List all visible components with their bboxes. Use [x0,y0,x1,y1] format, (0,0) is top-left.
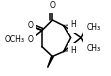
Text: O: O [27,21,33,30]
Text: O: O [27,35,33,44]
Text: CH₃: CH₃ [87,44,101,53]
Text: CH₃: CH₃ [87,23,101,32]
Text: H: H [71,20,76,29]
Text: OCH₃: OCH₃ [4,35,24,44]
Polygon shape [48,56,53,68]
Text: H: H [71,46,76,55]
Text: O: O [50,1,55,10]
